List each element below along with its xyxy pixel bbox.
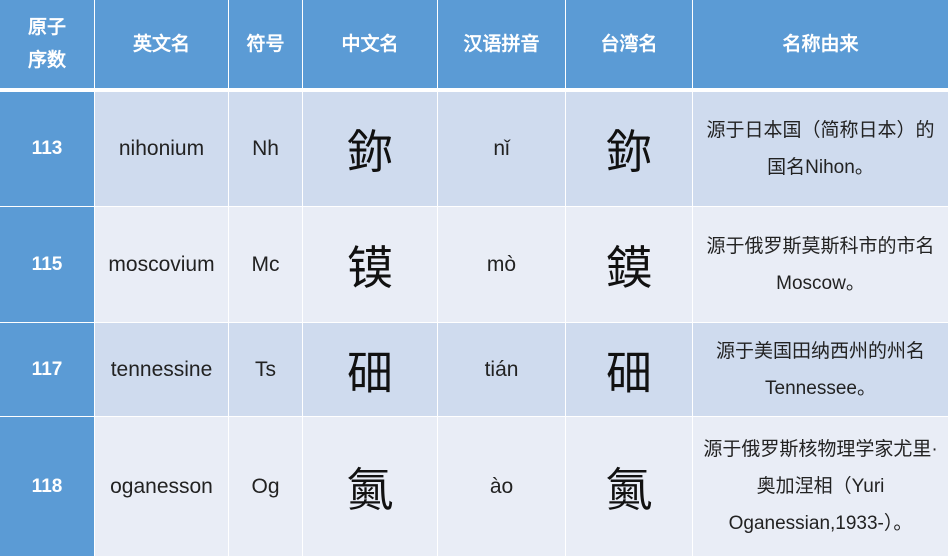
origin-line: Tennessee。 — [765, 377, 876, 399]
table-header: 原子序数 英文名 符号 中文名 汉语拼音 台湾名 名称由来 — [0, 0, 948, 88]
name-origin: 源于日本国（简称日本）的 国名Nihon。 — [693, 92, 948, 206]
header-line: 序数 — [27, 50, 66, 71]
chinese-name: 鿬 — [303, 323, 438, 416]
pinyin: ào — [438, 417, 566, 556]
origin-line: 源于美国田纳西州的州名 — [715, 340, 925, 362]
chinese-name: 镆 — [303, 207, 438, 322]
origin-line: 源于日本国（简称日本）的 — [706, 120, 935, 141]
table-row: 113 nihonium Nh 鉨 nǐ 鉨源于日本国（简称日本）的 国名Nihon。 — [0, 92, 948, 206]
taiwan-name: 鏌 — [566, 207, 693, 322]
origin-line: 国名Nihon。 — [767, 157, 874, 178]
atomic-number: 117 — [0, 323, 95, 416]
origin-line: 奥加涅相（Yuri — [756, 476, 885, 497]
atomic-number: 115 — [0, 207, 95, 322]
header-chinese: 中文名 — [303, 0, 438, 88]
symbol: Og — [229, 417, 303, 556]
origin-line: Moscow。 — [776, 272, 865, 294]
origin-line: 源于俄罗斯莫斯科市的市名 — [706, 235, 935, 257]
english-name: nihonium — [95, 92, 229, 206]
taiwan-name: 鿫 — [566, 417, 693, 556]
symbol: Ts — [229, 323, 303, 416]
pinyin: tián — [438, 323, 566, 416]
english-name: moscovium — [95, 207, 229, 322]
symbol: Mc — [229, 207, 303, 322]
taiwan-name: 鉨 — [566, 92, 693, 206]
name-origin: 源于俄罗斯核物理学家尤里· 奥加涅相（Yuri Oganessian,1933-）。 — [693, 417, 948, 556]
atomic-number: 113 — [0, 92, 95, 206]
chinese-name: 鿫 — [303, 417, 438, 556]
origin-line: 源于俄罗斯核物理学家尤里· — [703, 439, 938, 460]
symbol: Nh — [229, 92, 303, 206]
name-origin: 源于美国田纳西州的州名 Tennessee。 — [693, 323, 948, 416]
pinyin: mò — [438, 207, 566, 322]
header-english: 英文名 — [95, 0, 229, 88]
english-name: oganesson — [95, 417, 229, 556]
header-origin: 名称由来 — [693, 0, 948, 88]
english-name: tennessine — [95, 323, 229, 416]
header-symbol: 符号 — [229, 0, 303, 88]
header-line: 原子 — [27, 17, 66, 38]
header-pinyin: 汉语拼音 — [438, 0, 566, 88]
taiwan-name: 鿬 — [566, 323, 693, 416]
header-taiwan: 台湾名 — [566, 0, 693, 88]
chinese-name: 鉨 — [303, 92, 438, 206]
header-atomic-number: 原子 序数 — [0, 0, 95, 88]
table-row: 117 tennessine Ts 鿬 tián 鿬源于美国田纳西州的州名 Tennesse… — [0, 323, 948, 416]
table-row: 118 oganesson Og 鿫 ào 鿫源于俄罗斯核物理学家尤里· 奥加涅相（Yuri… — [0, 417, 948, 556]
origin-line: Oganessian,1933-）。 — [728, 513, 913, 534]
pinyin: nǐ — [438, 92, 566, 206]
atomic-number: 118 — [0, 417, 95, 556]
name-origin: 源于俄罗斯莫斯科市的市名 Moscow。 — [693, 207, 948, 322]
table-row: 115 moscovium Mc 镆 mò 鏌源于俄罗斯莫斯科市的市名 Moscow。 — [0, 207, 948, 322]
